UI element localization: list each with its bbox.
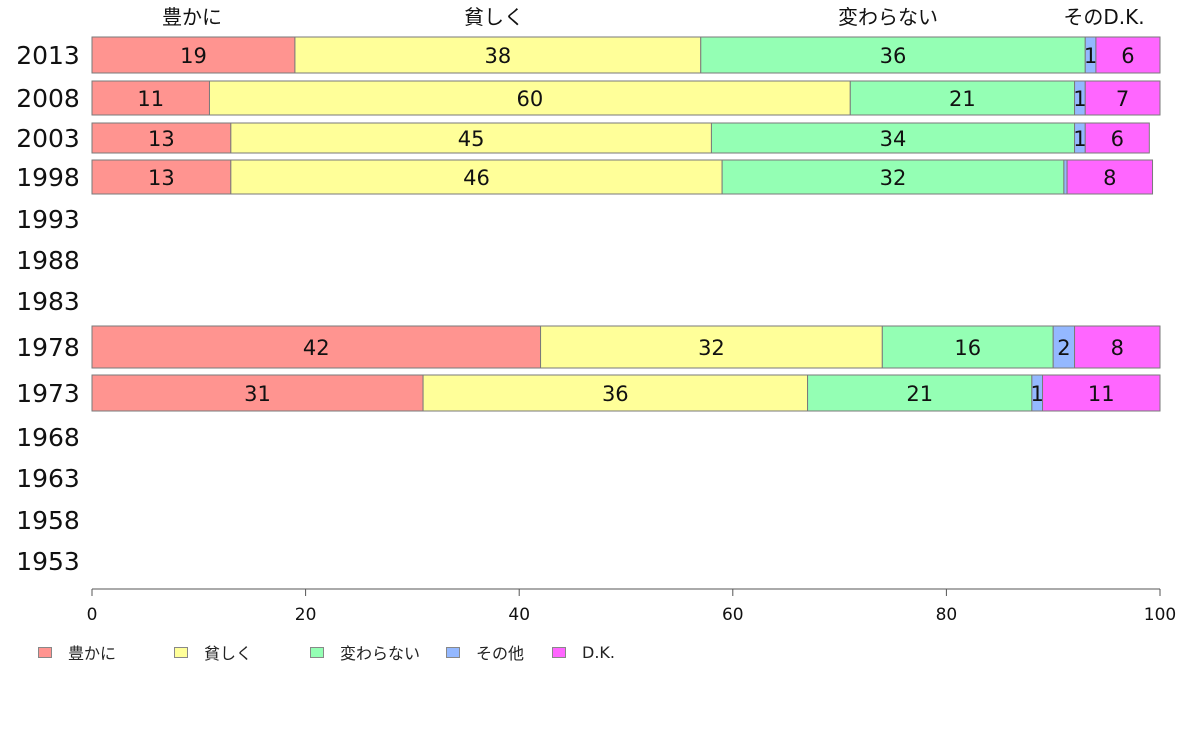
data-label: 36 xyxy=(602,382,629,406)
legend-label: 貧しく xyxy=(204,644,253,663)
x-tick-label: 20 xyxy=(295,605,317,625)
bar-segment xyxy=(91,374,424,412)
data-label: 42 xyxy=(303,336,330,360)
x-tick-label: 0 xyxy=(87,605,98,625)
data-label: 34 xyxy=(880,127,907,151)
legend-swatch xyxy=(174,646,188,658)
x-tick-label: 60 xyxy=(722,605,744,625)
bar-segment xyxy=(1084,80,1161,116)
bar-segment xyxy=(294,36,702,74)
data-label: 6 xyxy=(1121,44,1134,68)
data-label: 16 xyxy=(954,336,981,360)
data-label: 11 xyxy=(1088,382,1115,406)
bar-segment xyxy=(1095,36,1161,74)
data-label: 2 xyxy=(1057,336,1070,360)
category-label: 2013 xyxy=(16,41,80,70)
data-label: 46 xyxy=(463,166,490,190)
data-label: 13 xyxy=(148,127,175,151)
bar-segment xyxy=(1066,159,1154,195)
bar-segment xyxy=(91,325,542,369)
data-label: 11 xyxy=(137,87,164,111)
data-label: 1 xyxy=(1084,44,1097,68)
bar-segment xyxy=(849,80,1076,116)
x-tick-label: 80 xyxy=(936,605,958,625)
bar-segment xyxy=(1042,374,1161,412)
bar-segment xyxy=(1084,122,1150,154)
category-label: 2008 xyxy=(16,84,80,113)
legend-label: D.K. xyxy=(582,642,615,662)
data-label: 38 xyxy=(484,44,511,68)
data-label: 36 xyxy=(880,44,907,68)
data-label: 1 xyxy=(1073,87,1086,111)
bar-segment xyxy=(807,374,1033,412)
legend-swatch xyxy=(38,646,52,658)
bar-segment xyxy=(721,159,1065,195)
bar-segment xyxy=(540,325,883,369)
category-label: 1973 xyxy=(16,379,80,408)
bar-segment xyxy=(91,80,210,116)
data-label: 45 xyxy=(458,127,485,151)
legend-label: その他 xyxy=(476,644,525,663)
data-label: 1 xyxy=(1030,382,1043,406)
bar-segment xyxy=(91,122,232,154)
data-label: 8 xyxy=(1103,166,1116,190)
category-label: 1988 xyxy=(16,246,80,275)
bar-segment xyxy=(881,325,1054,369)
legend-swatch xyxy=(446,646,460,658)
category-label: 1998 xyxy=(16,163,80,192)
bar-segment xyxy=(208,80,851,116)
data-label: 21 xyxy=(906,382,933,406)
category-label: 1978 xyxy=(16,333,80,362)
data-label: 32 xyxy=(880,166,907,190)
bar-segment xyxy=(710,122,1076,154)
legend-label: 変わらない xyxy=(340,644,421,663)
data-label: 19 xyxy=(180,44,207,68)
bar-segment xyxy=(1074,325,1161,369)
data-label: 6 xyxy=(1111,127,1124,151)
bar-segment xyxy=(700,36,1086,74)
legend-label: 豊かに xyxy=(68,644,117,663)
data-label: 21 xyxy=(949,87,976,111)
legend-swatch xyxy=(552,646,566,658)
series-top-label: 豊かに xyxy=(162,5,222,29)
data-label: 60 xyxy=(517,87,544,111)
category-label: 1983 xyxy=(16,287,80,316)
bar-segment xyxy=(91,36,296,74)
x-tick-label: 100 xyxy=(1144,605,1176,625)
legend-swatch xyxy=(310,646,324,658)
legend-item: その他 xyxy=(446,640,552,664)
legend-item: 豊かに xyxy=(38,640,174,664)
legend-item: 変わらない xyxy=(310,640,446,664)
data-label: 8 xyxy=(1111,336,1124,360)
category-label: 1968 xyxy=(16,423,80,452)
series-top-label: 貧しく xyxy=(464,5,524,29)
bar-segment xyxy=(422,374,809,412)
series-top-label: 変わらない xyxy=(838,5,938,29)
legend: 豊かに 貧しく 変わらない その他 D.K. xyxy=(38,640,652,664)
series-top-label: そのD.K. xyxy=(1063,5,1144,29)
data-label: 31 xyxy=(244,382,271,406)
bar-segment xyxy=(91,159,232,195)
legend-item: 貧しく xyxy=(174,640,310,664)
category-label: 2003 xyxy=(16,124,80,153)
category-label: 1993 xyxy=(16,205,80,234)
data-label: 1 xyxy=(1073,127,1086,151)
data-label: 7 xyxy=(1116,87,1129,111)
category-label: 1963 xyxy=(16,464,80,493)
data-label: 32 xyxy=(698,336,725,360)
legend-item: D.K. xyxy=(552,640,652,664)
data-label: 13 xyxy=(148,166,175,190)
x-tick-label: 40 xyxy=(508,605,530,625)
category-label: 1953 xyxy=(16,547,80,576)
category-label: 1958 xyxy=(16,506,80,535)
